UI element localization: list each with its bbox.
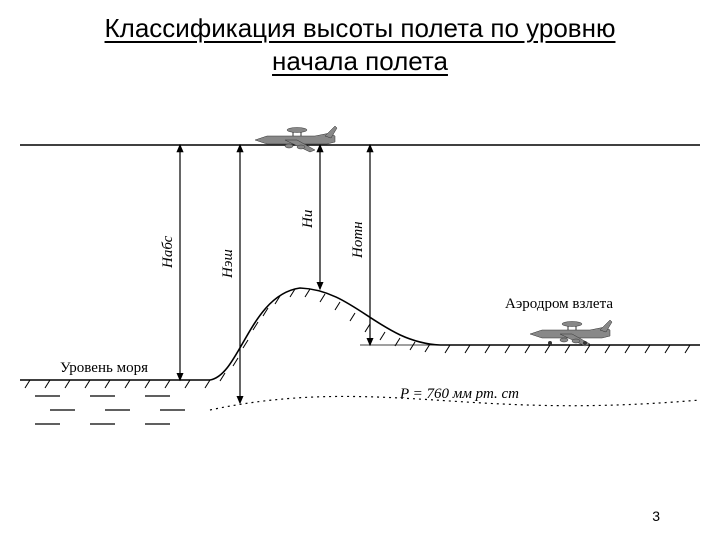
label-h-i: Hи <box>300 210 316 229</box>
sea-water <box>35 396 185 424</box>
airplane-ground-icon <box>530 320 612 346</box>
terrain-hill <box>210 288 440 380</box>
label-h-abs: Hабс <box>160 235 176 269</box>
label-h-esh: Hэш <box>220 249 236 279</box>
page-title: Классификация высоты полета по уровню на… <box>0 0 720 77</box>
label-airfield: Аэродром взлета <box>505 296 613 312</box>
title-line2: начала полета <box>272 46 448 76</box>
svg-text:Hабс: Hабс <box>160 235 176 269</box>
svg-text:Hотн: Hотн <box>350 221 366 259</box>
page-number: 3 <box>652 508 660 524</box>
label-sea-level: Уровень моря <box>60 360 148 376</box>
svg-text:Hи: Hи <box>300 210 316 229</box>
label-h-otn: Hотн <box>350 221 366 259</box>
svg-text:Hэш: Hэш <box>220 249 236 279</box>
title-line1: Классификация высоты полета по уровню <box>105 13 616 43</box>
label-pressure: P = 760 мм рт. ст <box>399 386 519 402</box>
airplane-flying-icon <box>255 126 337 152</box>
h-labels: Hабс Hэш Hи Hотн <box>160 210 366 279</box>
altitude-diagram: Hабс Hэш Hи Hотн Уровень моря Аэродром в… <box>0 100 720 520</box>
